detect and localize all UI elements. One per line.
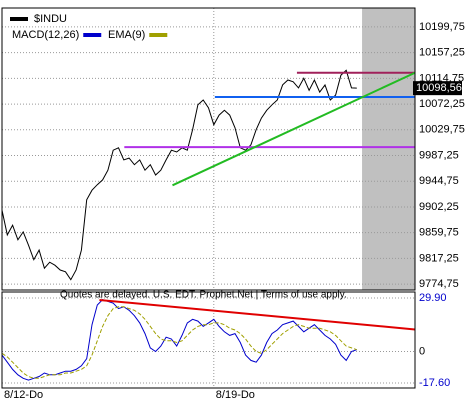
- y-tick-label: 9944,75: [419, 175, 459, 187]
- y-tick-label: 29.90: [419, 292, 447, 304]
- trend-line: [99, 298, 416, 331]
- shaded-region: [362, 8, 415, 290]
- y-tick-label: 9859,75: [419, 227, 459, 239]
- x-tick-label: 8/12-Do: [4, 389, 43, 400]
- panel-background: [2, 292, 415, 388]
- y-tick-label: 0: [419, 345, 425, 357]
- legend-label: MACD(12,26): [12, 29, 79, 41]
- legend-swatch: [83, 33, 102, 37]
- series-line: [1, 306, 357, 379]
- y-tick-label: 9817,25: [419, 252, 459, 264]
- footnote: Quotes are delayed. U.S. EDT. Prophet.Ne…: [60, 290, 347, 301]
- y-tick-label: 10072,25: [419, 98, 465, 110]
- legend-swatch: [149, 33, 168, 37]
- panel-frame: [1, 291, 416, 389]
- panel-background: [2, 8, 415, 290]
- y-tick-label: 9902,25: [419, 201, 459, 213]
- x-tick-label: 8/19-Do: [216, 389, 255, 400]
- legend-label: $INDU: [34, 13, 67, 25]
- y-tick-label: 10199,75: [419, 21, 465, 33]
- y-tick-label: -17.60: [419, 377, 450, 389]
- series-line: [1, 69, 357, 281]
- y-tick-label: 9987,25: [419, 149, 459, 161]
- y-tick-label: 9774,75: [419, 278, 459, 290]
- series-line: [1, 299, 357, 381]
- trend-line: [172, 71, 416, 187]
- legend-label: EMA(9): [108, 29, 145, 41]
- value-label-box: [413, 81, 462, 96]
- panel-frame: [1, 7, 416, 291]
- y-tick-label: 10029,75: [419, 124, 465, 136]
- value-label: 10098,56: [416, 82, 462, 94]
- y-tick-label: 10157,25: [419, 47, 465, 59]
- legend-swatch: [10, 17, 28, 21]
